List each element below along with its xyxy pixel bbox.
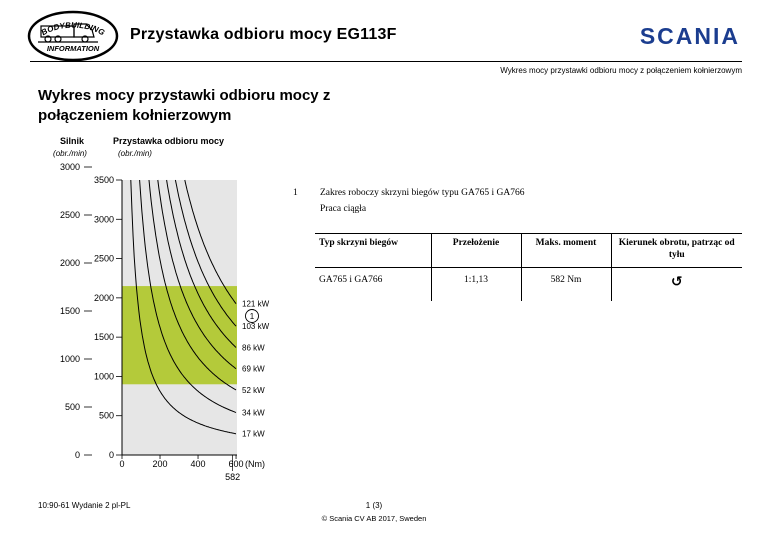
legend-item-working-range: 1 Zakres roboczy skrzyni biegów typu GA7… (293, 187, 524, 198)
col-ratio: Przełożenie (430, 233, 521, 268)
table-row: GA765 i GA766 1:1,13 582 Nm ↺ (315, 267, 742, 301)
section-heading: Wykres mocy przystawki odbioru mocy z po… (38, 87, 331, 124)
header-divider (30, 61, 742, 62)
continuous-operation-band (122, 286, 237, 385)
page-number: 1 (3) (365, 501, 383, 510)
power-curve (157, 179, 237, 370)
document-number: 10:90-61 Wydanie 2 pl-PL (38, 501, 131, 510)
power-curve (148, 179, 237, 391)
pto-tick-label: 500 (99, 411, 114, 421)
logo-ellipse (27, 10, 119, 62)
curve-label: 86 kW (242, 343, 265, 352)
callout-circle (245, 309, 259, 323)
engine-tick-label: 3000 (60, 162, 80, 172)
pto-tick-label: 3500 (94, 175, 114, 185)
curve-label: 52 kW (242, 386, 265, 395)
curve-label: 17 kW (242, 430, 265, 439)
x-tick-label: 0 (119, 459, 124, 469)
pto-tick-label: 0 (109, 450, 114, 460)
rotation-direction-icon: ↺ (610, 267, 742, 301)
engine-tick-label: 2000 (60, 258, 80, 268)
pto-tick-label: 2500 (94, 254, 114, 264)
col-gearbox-type: Typ skrzyni biegów (315, 233, 431, 268)
curve-label: 34 kW (242, 408, 265, 417)
engine-tick-label: 2500 (60, 210, 80, 220)
bodybuilding-information-logo: BODYBUILDING INFORMATION (27, 10, 119, 62)
cell-max-torque: 582 Nm (520, 267, 611, 301)
legend-number: 1 (293, 187, 298, 198)
gearbox-table: Typ skrzyni biegów Przełożenie Maks. mom… (315, 233, 742, 301)
legend-label: Zakres roboczy skrzyni biegów typu GA765… (320, 187, 525, 198)
x-tick-label: 400 (191, 459, 206, 469)
legend-item-continuous: Praca ciągła (293, 203, 524, 214)
power-curve (174, 179, 237, 327)
col-rotation-direction: Kierunek obrotu, patrząc od tyłu (610, 233, 742, 268)
logo-bottom-text: INFORMATION (47, 44, 100, 53)
engine-tick-label: 1000 (60, 354, 80, 364)
x-tick-label: 600 (229, 459, 244, 469)
curve-label: 121 kW (242, 300, 270, 309)
curve-label: 103 kW (242, 322, 270, 331)
engine-tick-label: 0 (75, 450, 80, 460)
cell-gearbox-type: GA765 i GA766 (319, 274, 383, 285)
pto-axis-unit: (obr./min) (118, 149, 152, 158)
scania-logo: SCANIA (639, 23, 740, 49)
power-curve (184, 179, 237, 304)
power-curve (139, 179, 237, 413)
power-curve (130, 179, 236, 435)
power-curve (166, 179, 237, 348)
table-header-row: Typ skrzyni biegów Przełożenie Maks. mom… (315, 233, 742, 268)
engine-axis-title: Silnik (60, 136, 85, 146)
torque-marker-label: 582 (225, 472, 240, 482)
pto-power-chart: Silnik (obr./min) Przystawka odbioru moc… (53, 136, 270, 482)
x-axis-unit: (Nm) (245, 459, 265, 469)
header-subtitle: Wykres mocy przystawki odbioru mocy z po… (500, 66, 742, 75)
pto-tick-label: 3000 (94, 214, 114, 224)
pto-axis-title: Przystawka odbioru mocy (113, 136, 224, 146)
curve-label: 69 kW (242, 365, 265, 374)
truck-icon (38, 23, 98, 43)
engine-axis-unit: (obr./min) (53, 149, 87, 158)
legend-label: Praca ciągła (320, 203, 367, 214)
callout-label: 1 (250, 312, 255, 321)
copyright: © Scania CV AB 2017, Sweden (321, 514, 427, 523)
pto-tick-label: 2000 (94, 293, 114, 303)
col-max-torque: Maks. moment (520, 233, 611, 268)
pto-tick-label: 1000 (94, 371, 114, 381)
cell-ratio: 1:1,13 (430, 267, 521, 301)
chart-legend: 1 Zakres roboczy skrzyni biegów typu GA7… (293, 187, 524, 219)
pto-tick-label: 1500 (94, 332, 114, 342)
page-title: Przystawka odbioru mocy EG113F (130, 26, 397, 43)
engine-tick-label: 1500 (60, 306, 80, 316)
x-tick-label: 200 (153, 459, 168, 469)
engine-tick-label: 500 (65, 402, 80, 412)
